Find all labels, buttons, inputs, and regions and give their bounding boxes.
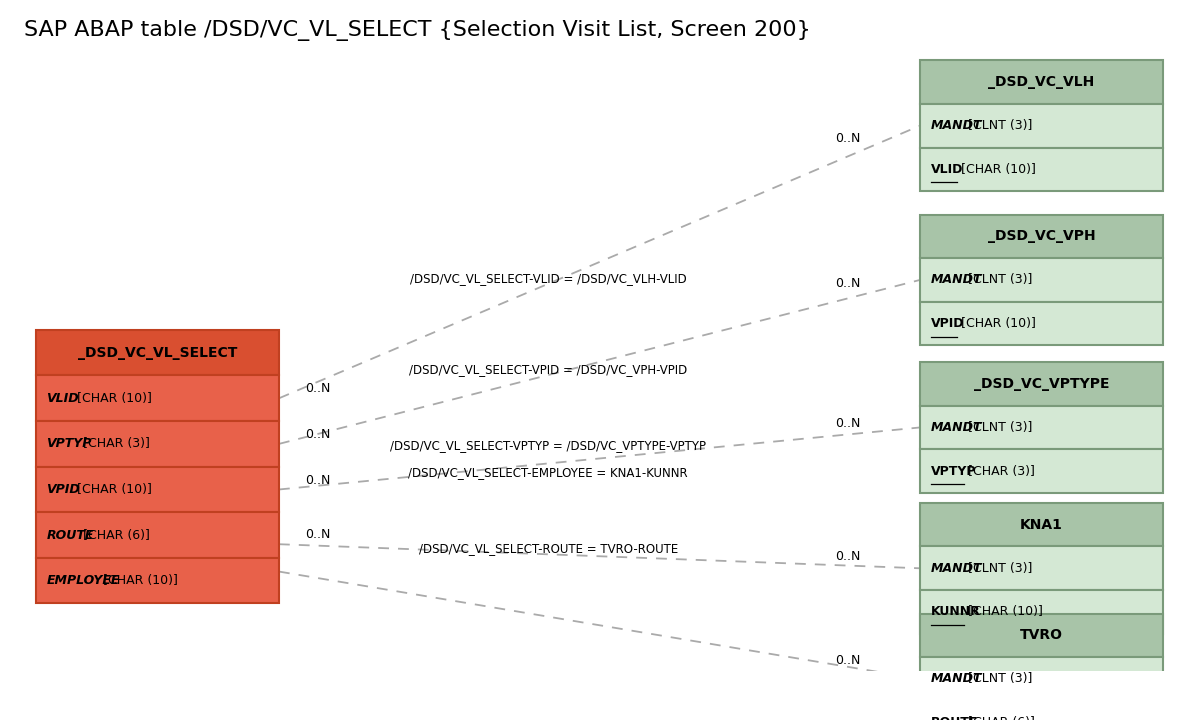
Text: 0..N: 0..N — [836, 277, 861, 290]
Text: ROUTE: ROUTE — [931, 716, 978, 720]
Bar — [36, 330, 279, 376]
Text: [CHAR (3)]: [CHAR (3)] — [80, 437, 151, 451]
Text: VLID: VLID — [46, 392, 78, 405]
Text: VPTYP: VPTYP — [931, 464, 976, 477]
Text: [CHAR (10)]: [CHAR (10)] — [72, 483, 152, 496]
Text: KUNNR: KUNNR — [931, 606, 980, 618]
Bar — [920, 258, 1163, 302]
Text: _DSD_VC_VLH: _DSD_VC_VLH — [989, 75, 1094, 89]
Bar — [920, 104, 1163, 148]
Bar — [920, 60, 1163, 104]
Text: 0..N: 0..N — [305, 428, 330, 441]
Text: [CHAR (10)]: [CHAR (10)] — [957, 317, 1036, 330]
Text: [CHAR (10)]: [CHAR (10)] — [957, 163, 1036, 176]
Text: MANDT: MANDT — [931, 672, 982, 685]
Bar — [920, 405, 1163, 449]
Text: EMPLOYEE: EMPLOYEE — [46, 574, 120, 588]
Text: MANDT: MANDT — [931, 274, 982, 287]
Text: 0..N: 0..N — [305, 474, 330, 487]
Bar — [920, 503, 1163, 546]
Text: /DSD/VC_VL_SELECT-ROUTE = TVRO-ROUTE: /DSD/VC_VL_SELECT-ROUTE = TVRO-ROUTE — [419, 542, 678, 555]
Text: TVRO: TVRO — [1020, 629, 1064, 642]
Bar — [920, 546, 1163, 590]
Text: /DSD/VC_VL_SELECT-VPTYP = /DSD/VC_VPTYPE-VPTYP: /DSD/VC_VL_SELECT-VPTYP = /DSD/VC_VPTYPE… — [391, 438, 706, 452]
Bar — [36, 513, 279, 558]
Bar — [36, 421, 279, 467]
Text: KNA1: KNA1 — [1020, 518, 1064, 531]
Text: 0..N: 0..N — [305, 382, 330, 395]
Bar — [920, 613, 1163, 657]
Text: VPTYP: VPTYP — [46, 437, 91, 451]
Bar — [920, 362, 1163, 405]
Text: MANDT: MANDT — [931, 120, 982, 132]
Text: [CLNT (3)]: [CLNT (3)] — [964, 562, 1033, 575]
Text: ROUTE: ROUTE — [46, 528, 94, 541]
Bar — [36, 467, 279, 513]
Text: [CLNT (3)]: [CLNT (3)] — [964, 672, 1033, 685]
Text: _DSD_VC_VL_SELECT: _DSD_VC_VL_SELECT — [77, 346, 237, 360]
Bar — [36, 558, 279, 603]
Text: [CHAR (10)]: [CHAR (10)] — [964, 606, 1042, 618]
Text: 0..N: 0..N — [836, 132, 861, 145]
Text: [CHAR (6)]: [CHAR (6)] — [964, 716, 1035, 720]
Text: _DSD_VC_VPTYPE: _DSD_VC_VPTYPE — [973, 377, 1110, 391]
Text: [CLNT (3)]: [CLNT (3)] — [964, 274, 1033, 287]
Text: VLID: VLID — [931, 163, 963, 176]
Text: MANDT: MANDT — [931, 562, 982, 575]
Bar — [920, 215, 1163, 258]
Bar — [36, 376, 279, 421]
Text: [CHAR (6)]: [CHAR (6)] — [80, 528, 151, 541]
Text: SAP ABAP table /DSD/VC_VL_SELECT {Selection Visit List, Screen 200}: SAP ABAP table /DSD/VC_VL_SELECT {Select… — [24, 20, 811, 41]
Bar — [920, 449, 1163, 493]
Text: [CHAR (3)]: [CHAR (3)] — [964, 464, 1035, 477]
Text: /DSD/VC_VL_SELECT-VLID = /DSD/VC_VLH-VLID: /DSD/VC_VL_SELECT-VLID = /DSD/VC_VLH-VLI… — [410, 272, 686, 285]
Text: [CHAR (10)]: [CHAR (10)] — [72, 392, 152, 405]
Text: /DSD/VC_VL_SELECT-VPID = /DSD/VC_VPH-VPID: /DSD/VC_VL_SELECT-VPID = /DSD/VC_VPH-VPI… — [410, 363, 687, 376]
Bar — [920, 657, 1163, 701]
Text: VPID: VPID — [931, 317, 964, 330]
Text: [CHAR (10)]: [CHAR (10)] — [100, 574, 178, 588]
Bar — [920, 590, 1163, 634]
Text: _DSD_VC_VPH: _DSD_VC_VPH — [988, 230, 1096, 243]
Text: [CLNT (3)]: [CLNT (3)] — [964, 421, 1033, 434]
Bar — [920, 701, 1163, 720]
Bar — [920, 302, 1163, 346]
Text: /DSD/VC_VL_SELECT-EMPLOYEE = KNA1-KUNNR: /DSD/VC_VL_SELECT-EMPLOYEE = KNA1-KUNNR — [408, 466, 688, 479]
Text: 0..N: 0..N — [836, 417, 861, 430]
Text: MANDT: MANDT — [931, 421, 982, 434]
Text: 0..N: 0..N — [836, 654, 861, 667]
Text: VPID: VPID — [46, 483, 80, 496]
Text: [CLNT (3)]: [CLNT (3)] — [964, 120, 1033, 132]
Text: 0..N: 0..N — [305, 528, 330, 541]
Bar — [920, 148, 1163, 191]
Text: 0..N: 0..N — [836, 551, 861, 564]
